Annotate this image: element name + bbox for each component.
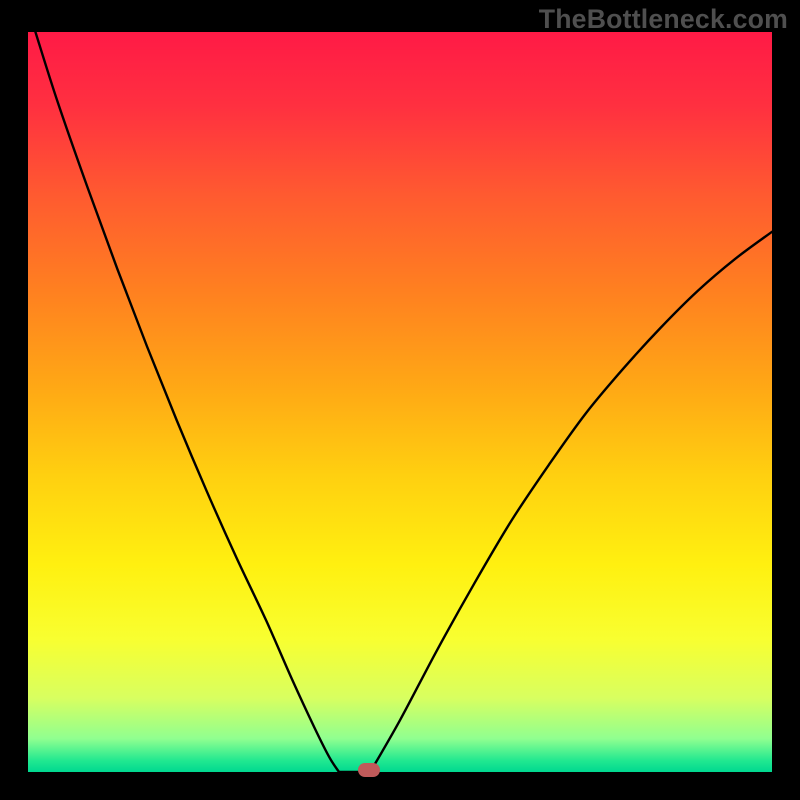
plot-frame bbox=[28, 32, 772, 772]
watermark-text: TheBottleneck.com bbox=[539, 4, 788, 35]
bottleneck-curve bbox=[28, 32, 772, 772]
minimum-marker bbox=[358, 763, 380, 777]
